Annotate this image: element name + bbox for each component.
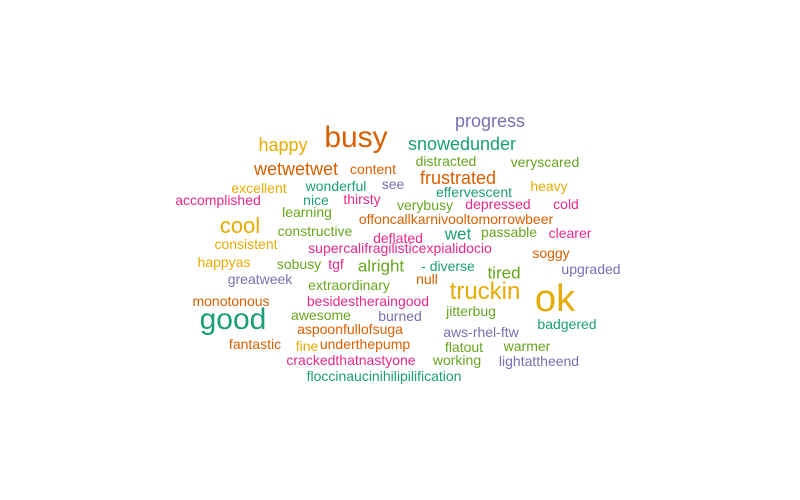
word-0: ok — [534, 278, 576, 320]
word-32: clearer — [548, 225, 592, 241]
word-17: wonderful — [305, 178, 367, 194]
word-53: fine — [295, 338, 319, 354]
word-23: thirsty — [343, 191, 381, 207]
word-7: snowedunder — [407, 134, 517, 154]
word-55: flatout — [444, 339, 484, 355]
word-25: depressed — [465, 196, 531, 212]
word-51: aws-rhel-ftw — [443, 324, 519, 340]
word-39: - diverse — [421, 258, 475, 274]
word-9: frustrated — [419, 168, 497, 188]
word-15: veryscared — [510, 154, 580, 170]
word-49: badgered — [537, 316, 597, 332]
word-13: content — [350, 161, 396, 177]
word-56: warmer — [503, 338, 551, 354]
word-30: deflated — [373, 230, 423, 246]
word-42: null — [416, 271, 438, 287]
word-50: aspoonfullofsuga — [297, 321, 403, 337]
word-36: happyas — [197, 254, 251, 270]
word-37: sobusy — [276, 256, 322, 272]
word-58: working — [432, 352, 482, 368]
word-24: verybusy — [396, 197, 454, 213]
word-18: see — [381, 176, 405, 192]
word-52: fantastic — [228, 336, 282, 352]
word-5: progress — [454, 111, 526, 131]
word-45: besidestheraingood — [306, 293, 430, 309]
word-57: crackedthatnastyone — [286, 352, 416, 368]
word-11: wet — [444, 224, 472, 244]
word-6: happy — [258, 135, 308, 155]
word-54: underthepump — [319, 336, 411, 352]
word-31: passable — [480, 224, 538, 240]
word-41: greatweek — [227, 271, 293, 287]
word-10: alright — [357, 256, 405, 276]
word-43: extraordinary — [308, 277, 390, 293]
word-2: busy — [324, 121, 388, 154]
word-59: lightattheend — [498, 353, 580, 369]
word-34: supercalifragilisticexpialidocio — [308, 240, 492, 256]
word-46: awesome — [291, 307, 351, 323]
word-40: upgraded — [561, 261, 621, 277]
word-48: jitterbug — [446, 303, 496, 319]
word-3: truckin — [449, 278, 521, 305]
word-1: good — [199, 303, 267, 336]
word-12: tired — [487, 263, 521, 283]
word-16: excellent — [231, 180, 287, 196]
word-35: soggy — [532, 245, 570, 261]
word-20: heavy — [530, 178, 568, 194]
word-4: cool — [219, 213, 261, 238]
word-28: offoncallkarnivooltomorrowbeer — [358, 211, 554, 227]
word-38: tgf — [328, 256, 344, 272]
word-60: floccinaucinihilipilification — [306, 368, 462, 384]
word-19: effervescent — [435, 184, 513, 200]
word-44: monotonous — [192, 293, 270, 309]
word-21: accomplished — [175, 192, 261, 208]
word-8: wetwetwet — [253, 159, 339, 179]
word-26: cold — [553, 196, 579, 212]
word-29: constructive — [277, 223, 353, 239]
word-33: consistent — [214, 236, 278, 252]
word-14: distracted — [415, 153, 477, 169]
word-47: burned — [378, 308, 422, 324]
word-22: nice — [303, 192, 329, 208]
word-27: learning — [282, 204, 332, 220]
